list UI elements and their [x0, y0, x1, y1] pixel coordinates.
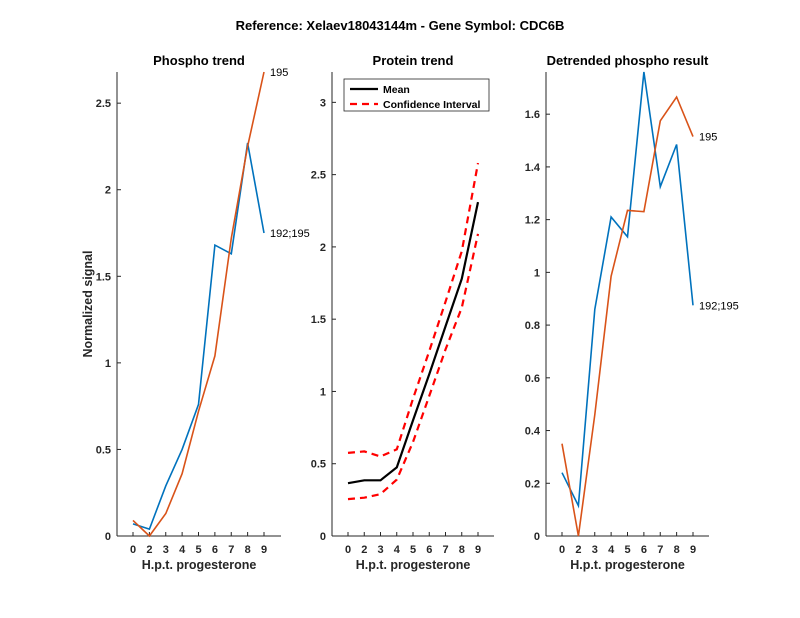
x-tick-label: 8 — [459, 544, 465, 556]
x-tick-label: 0 — [345, 544, 351, 556]
y-tick-label: 0.2 — [525, 478, 540, 490]
y-tick-label: 0 — [105, 531, 111, 543]
x-tick-label: 8 — [245, 544, 251, 556]
y-tick-label: 0.8 — [525, 320, 540, 332]
legend: Mean Confidence Interval — [343, 78, 490, 112]
x-tick-label: 5 — [195, 544, 201, 556]
y-tick-label: 1.6 — [525, 109, 540, 121]
legend-ci-label: Confidence Interval — [383, 99, 481, 111]
x-tick-label: 2 — [575, 544, 581, 556]
legend-box — [343, 78, 490, 112]
series-line-confidence-interval-lower — [347, 233, 480, 501]
x-tick-label: 6 — [641, 544, 647, 556]
y-tick-label: 2 — [105, 185, 111, 197]
panel-title: Phospho trend — [153, 53, 245, 68]
y-tick-label: 0 — [320, 531, 326, 543]
x-tick-label: 4 — [179, 544, 186, 556]
y-axis-label: Normalized signal — [81, 251, 95, 358]
y-tick-label: 2.5 — [96, 98, 111, 110]
panel-title: Protein trend — [373, 53, 454, 68]
panel-3: Detrended phospho result 0 0.2 0.4 0.6 0.8 1 1.… — [525, 53, 739, 572]
x-axis-label: H.p.t. progesterone — [356, 558, 471, 572]
x-tick-label: 6 — [212, 544, 218, 556]
series-line-mean — [347, 201, 480, 485]
series-line-confidence-interval-upper — [347, 162, 480, 458]
x-tick-label: 2 — [361, 544, 367, 556]
x-tick-label: 0 — [559, 544, 565, 556]
y-tick-label: 1.4 — [525, 162, 541, 174]
y-tick-label: 1.5 — [311, 314, 326, 326]
x-tick-label: 9 — [690, 544, 696, 556]
y-tick-label: 0.5 — [96, 444, 111, 456]
x-tick-label: 9 — [475, 544, 481, 556]
series-end-label: 195 — [270, 67, 288, 79]
y-tick-label: 0 — [534, 531, 540, 543]
y-tick-label: 2.5 — [311, 170, 326, 182]
x-tick-label: 3 — [377, 544, 383, 556]
x-tick-label: 5 — [410, 544, 416, 556]
x-tick-label: 6 — [426, 544, 432, 556]
y-tick-label: 1 — [534, 267, 540, 279]
x-tick-label: 5 — [624, 544, 630, 556]
x-tick-label: 3 — [592, 544, 598, 556]
x-tick-label: 7 — [657, 544, 663, 556]
panel-title: Detrended phospho result — [547, 53, 709, 68]
series-line-195 — [561, 95, 694, 537]
y-tick-label: 2 — [320, 242, 326, 254]
y-tick-label: 1.5 — [96, 271, 111, 283]
x-axis-label: H.p.t. progesterone — [142, 558, 257, 572]
series-line-192-195 — [561, 71, 694, 509]
x-axis-label: H.p.t. progesterone — [570, 558, 685, 572]
series-end-label: 195 — [699, 132, 717, 144]
y-tick-label: 1 — [105, 358, 111, 370]
x-tick-label: 0 — [130, 544, 136, 556]
x-tick-label: 4 — [608, 544, 615, 556]
y-tick-label: 0.6 — [525, 373, 540, 385]
figure-title: Reference: Xelaev18043144m - Gene Symbol… — [236, 18, 565, 33]
series-line-195 — [132, 71, 265, 538]
series-end-label: 192;195 — [699, 300, 739, 312]
x-tick-label: 4 — [394, 544, 401, 556]
y-tick-label: 0.4 — [525, 426, 541, 438]
y-tick-label: 3 — [320, 97, 326, 109]
x-tick-label: 9 — [261, 544, 267, 556]
legend-mean-label: Mean — [383, 84, 410, 96]
x-tick-label: 3 — [163, 544, 169, 556]
x-tick-label: 2 — [146, 544, 152, 556]
y-tick-label: 1 — [320, 386, 326, 398]
series-line-192-195 — [132, 142, 265, 531]
x-tick-label: 7 — [442, 544, 448, 556]
y-tick-label: 1.2 — [525, 215, 540, 227]
y-tick-label: 0.5 — [311, 459, 326, 471]
x-tick-label: 7 — [228, 544, 234, 556]
x-tick-label: 8 — [674, 544, 680, 556]
series-end-label: 192;195 — [270, 228, 310, 240]
